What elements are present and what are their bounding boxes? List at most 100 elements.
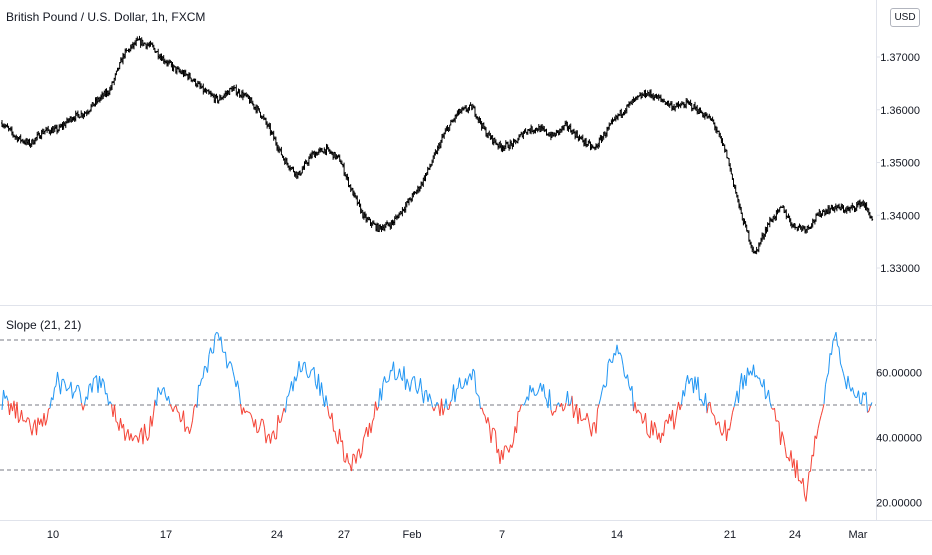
- slope-segment: [161, 389, 163, 395]
- slope-segment: [322, 382, 324, 396]
- currency-badge[interactable]: USD: [890, 8, 920, 27]
- slope-segment: [356, 452, 358, 464]
- slope-segment: [104, 382, 106, 394]
- slope-segment: [302, 363, 304, 371]
- slope-segment: [640, 412, 642, 413]
- slope-segment: [239, 390, 241, 404]
- slope-segment: [28, 418, 30, 419]
- slope-segment: [472, 369, 474, 380]
- slope-segment: [157, 387, 159, 405]
- slope-segment: [371, 421, 373, 433]
- slope-segment: [226, 352, 228, 368]
- slope-segment: [656, 428, 658, 439]
- slope-segment: [217, 332, 219, 333]
- slope-segment: [791, 450, 793, 467]
- slope-segment: [92, 378, 94, 392]
- slope-segment: [260, 419, 262, 426]
- slope-tick-label: 20.00000: [876, 498, 922, 510]
- slope-segment: [437, 402, 439, 404]
- slope-segment: [862, 392, 864, 404]
- slope-segment: [139, 433, 141, 443]
- slope-segment: [74, 391, 76, 392]
- slope-segment: [76, 385, 78, 391]
- slope-segment: [136, 435, 138, 436]
- slope-segment: [67, 389, 69, 391]
- slope-segment: [266, 436, 268, 443]
- slope-segment: [572, 396, 574, 418]
- slope-segment: [455, 389, 457, 402]
- slope-segment: [37, 418, 39, 435]
- slope-segment: [715, 416, 717, 425]
- slope-segment: [757, 375, 759, 378]
- slope-segment: [457, 388, 459, 389]
- slope-segment: [4, 390, 6, 399]
- slope-segment: [233, 371, 235, 378]
- slope-segment: [211, 348, 213, 354]
- slope-segment: [406, 379, 408, 390]
- slope-segment: [400, 369, 402, 378]
- slope-segment: [694, 377, 696, 394]
- slope-segment: [820, 416, 822, 422]
- slope-segment: [859, 391, 861, 404]
- slope-segment: [359, 449, 361, 459]
- panes-background: [0, 0, 932, 521]
- slope-segment: [848, 376, 850, 386]
- slope-segment: [673, 410, 675, 430]
- slope-line: [2, 330, 873, 501]
- slope-segment: [133, 438, 135, 441]
- slope-segment: [779, 422, 781, 445]
- slope-segment: [430, 394, 432, 400]
- slope-segment: [743, 375, 745, 389]
- slope-segment: [713, 414, 715, 416]
- slope-segment: [739, 385, 741, 403]
- slope-segment: [620, 353, 622, 356]
- slope-segment: [674, 420, 676, 429]
- slope-segment: [299, 361, 301, 372]
- slope-segment: [362, 438, 364, 452]
- slope-segment: [827, 373, 829, 378]
- slope-segment: [797, 460, 799, 481]
- slope-segment: [242, 408, 244, 415]
- slope-segment: [131, 433, 133, 441]
- slope-segment: [283, 408, 285, 415]
- slope-segment: [428, 394, 430, 402]
- slope-segment: [689, 379, 691, 384]
- slope-segment: [100, 376, 102, 388]
- x-tick-label: 17: [160, 529, 172, 541]
- slope-segment: [332, 413, 334, 431]
- slope-segment: [460, 378, 462, 388]
- slope-segment: [250, 412, 252, 414]
- slope-segment: [509, 445, 511, 453]
- slope-tick-label: 60.00000: [876, 368, 922, 380]
- slope-segment: [107, 393, 109, 404]
- slope-segment: [869, 406, 871, 411]
- slope-segment: [679, 402, 681, 410]
- slope-segment: [200, 379, 202, 385]
- slope-segment: [328, 406, 330, 416]
- slope-segment: [781, 432, 783, 445]
- x-tick-label: 24: [789, 529, 801, 541]
- slope-segment: [653, 422, 655, 435]
- slope-segment: [443, 408, 445, 415]
- slope-segment: [311, 369, 313, 370]
- slope-segment: [503, 446, 505, 459]
- slope-segment: [500, 450, 502, 464]
- slope-segment: [632, 386, 634, 411]
- slope-segment: [26, 418, 28, 423]
- slope-segment: [103, 378, 105, 381]
- slope-segment: [415, 376, 417, 389]
- symbol-title: British Pound / U.S. Dollar, 1h, FXCM: [6, 10, 205, 24]
- slope-segment: [839, 348, 841, 364]
- slope-segment: [22, 410, 24, 421]
- slope-segment: [376, 402, 378, 411]
- slope-segment: [251, 415, 253, 420]
- slope-segment: [394, 362, 396, 380]
- slope-segment: [418, 388, 420, 394]
- slope-segment: [785, 447, 787, 458]
- slope-segment: [496, 431, 498, 453]
- slope-segment: [238, 381, 240, 390]
- slope-segment: [775, 408, 777, 421]
- slope-segment: [778, 421, 780, 423]
- slope-segment: [421, 378, 423, 392]
- slope-segment: [478, 395, 480, 397]
